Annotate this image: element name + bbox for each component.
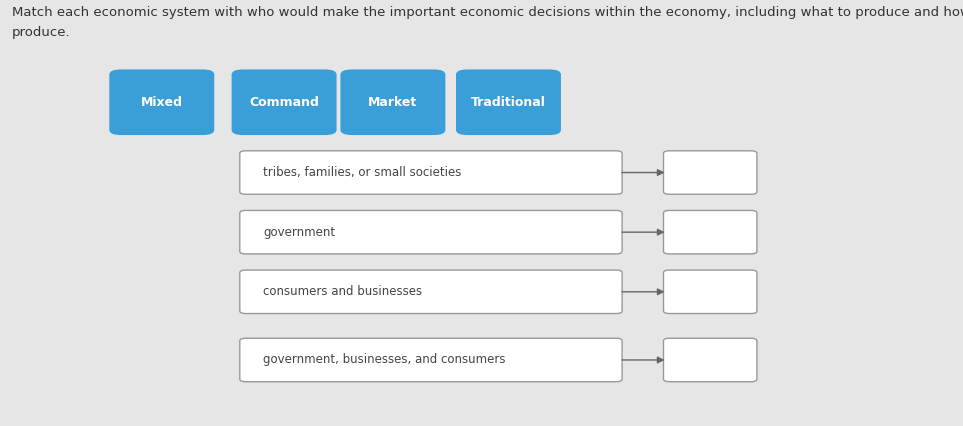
FancyBboxPatch shape	[664, 338, 757, 382]
FancyBboxPatch shape	[664, 151, 757, 194]
FancyBboxPatch shape	[240, 270, 622, 314]
Text: government, businesses, and consumers: government, businesses, and consumers	[263, 354, 506, 366]
Text: produce.: produce.	[12, 26, 70, 39]
Text: Match each economic system with who would make the important economic decisions : Match each economic system with who woul…	[12, 6, 963, 20]
FancyBboxPatch shape	[664, 210, 757, 254]
FancyBboxPatch shape	[341, 69, 446, 135]
Text: government: government	[263, 226, 335, 239]
FancyBboxPatch shape	[110, 69, 215, 135]
FancyBboxPatch shape	[240, 338, 622, 382]
FancyBboxPatch shape	[456, 69, 561, 135]
FancyBboxPatch shape	[232, 69, 337, 135]
Text: tribes, families, or small societies: tribes, families, or small societies	[263, 166, 461, 179]
Text: consumers and businesses: consumers and businesses	[263, 285, 422, 298]
Text: Command: Command	[249, 96, 319, 109]
FancyBboxPatch shape	[664, 270, 757, 314]
Text: Mixed: Mixed	[141, 96, 183, 109]
Text: Traditional: Traditional	[471, 96, 546, 109]
FancyBboxPatch shape	[240, 210, 622, 254]
Text: Market: Market	[368, 96, 418, 109]
FancyBboxPatch shape	[240, 151, 622, 194]
